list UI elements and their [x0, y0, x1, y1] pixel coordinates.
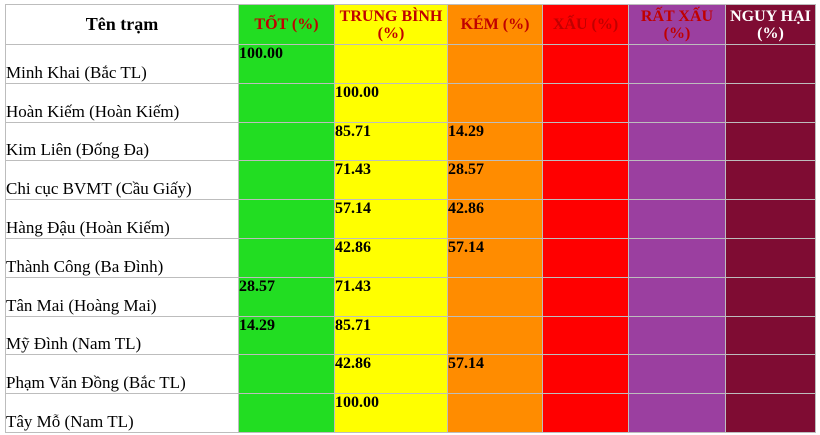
cell-very-bad	[628, 82, 726, 123]
cell-very-bad	[628, 393, 726, 433]
cell-hazardous	[725, 354, 816, 395]
cell-very-bad	[628, 237, 726, 278]
cell-medium: 71.43	[334, 276, 448, 317]
cell-good: 14.29	[238, 315, 335, 356]
cell-good	[238, 393, 335, 433]
cell-bad	[542, 276, 629, 317]
cell-poor	[447, 44, 543, 84]
header-poor: KÉM (%)	[447, 4, 543, 45]
cell-poor: 14.29	[447, 121, 543, 162]
header-hazardous: NGUY HẠI (%)	[725, 4, 816, 45]
station-name: Tây Mỗ (Nam TL)	[5, 393, 239, 433]
cell-poor	[447, 276, 543, 317]
cell-medium	[334, 44, 448, 84]
cell-good	[238, 199, 335, 239]
header-bad: XẤU (%)	[542, 4, 629, 45]
cell-very-bad	[628, 354, 726, 395]
table-row: Chi cục BVMT (Cầu Giấy) 71.43 28.57	[5, 160, 816, 201]
cell-medium: 85.71	[334, 121, 448, 162]
table-row: Hoàn Kiếm (Hoàn Kiếm) 100.00	[5, 82, 816, 123]
cell-very-bad	[628, 199, 726, 239]
station-name: Chi cục BVMT (Cầu Giấy)	[5, 160, 239, 201]
cell-poor: 28.57	[447, 160, 543, 201]
cell-hazardous	[725, 237, 816, 278]
table-row: Mỹ Đình (Nam TL) 14.29 85.71	[5, 315, 816, 356]
cell-poor	[447, 82, 543, 123]
cell-very-bad	[628, 315, 726, 356]
cell-very-bad	[628, 276, 726, 317]
station-name: Kim Liên (Đống Đa)	[5, 121, 239, 162]
cell-hazardous	[725, 160, 816, 201]
header-row: Tên trạm TỐT (%) TRUNG BÌNH (%) KÉM (%) …	[5, 4, 816, 45]
cell-good	[238, 82, 335, 123]
cell-bad	[542, 354, 629, 395]
table-row: Thành Công (Ba Đình) 42.86 57.14	[5, 237, 816, 278]
station-name: Hàng Đậu (Hoàn Kiếm)	[5, 199, 239, 239]
cell-medium: 85.71	[334, 315, 448, 356]
cell-medium: 100.00	[334, 393, 448, 433]
cell-good: 28.57	[238, 276, 335, 317]
table-body: Minh Khai (Bắc TL) 100.00 Hoàn Kiếm (Hoàn …	[5, 44, 816, 433]
cell-bad	[542, 82, 629, 123]
cell-hazardous	[725, 121, 816, 162]
cell-poor: 42.86	[447, 199, 543, 239]
cell-medium: 100.00	[334, 82, 448, 123]
cell-medium: 42.86	[334, 354, 448, 395]
cell-bad	[542, 160, 629, 201]
cell-good: 100.00	[238, 44, 335, 84]
cell-medium: 71.43	[334, 160, 448, 201]
cell-poor	[447, 393, 543, 433]
cell-hazardous	[725, 199, 816, 239]
cell-bad	[542, 237, 629, 278]
cell-poor: 57.14	[447, 354, 543, 395]
station-name: Phạm Văn Đồng (Bắc TL)	[5, 354, 239, 395]
cell-hazardous	[725, 393, 816, 433]
cell-very-bad	[628, 121, 726, 162]
table-row: Tây Mỗ (Nam TL) 100.00	[5, 393, 816, 433]
station-name: Minh Khai (Bắc TL)	[5, 44, 239, 84]
cell-good	[238, 237, 335, 278]
cell-poor: 57.14	[447, 237, 543, 278]
station-name: Hoàn Kiếm (Hoàn Kiếm)	[5, 82, 239, 123]
table-row: Kim Liên (Đống Đa) 85.71 14.29	[5, 121, 816, 162]
cell-hazardous	[725, 44, 816, 84]
header-medium: TRUNG BÌNH (%)	[334, 4, 448, 45]
cell-bad	[542, 121, 629, 162]
cell-bad	[542, 199, 629, 239]
table-row: Phạm Văn Đồng (Bắc TL) 42.86 57.14	[5, 354, 816, 395]
cell-very-bad	[628, 160, 726, 201]
station-name: Thành Công (Ba Đình)	[5, 237, 239, 278]
cell-hazardous	[725, 315, 816, 356]
cell-poor	[447, 315, 543, 356]
cell-bad	[542, 315, 629, 356]
table-row: Tân Mai (Hoàng Mai) 28.57 71.43	[5, 276, 816, 317]
header-very-bad: RẤT XẤU (%)	[628, 4, 726, 45]
cell-very-bad	[628, 44, 726, 84]
air-quality-table: Tên trạm TỐT (%) TRUNG BÌNH (%) KÉM (%) …	[5, 4, 816, 433]
cell-medium: 57.14	[334, 199, 448, 239]
cell-medium: 42.86	[334, 237, 448, 278]
cell-hazardous	[725, 276, 816, 317]
cell-hazardous	[725, 82, 816, 123]
header-station: Tên trạm	[5, 4, 239, 45]
station-name: Tân Mai (Hoàng Mai)	[5, 276, 239, 317]
cell-good	[238, 121, 335, 162]
station-name: Mỹ Đình (Nam TL)	[5, 315, 239, 356]
cell-good	[238, 354, 335, 395]
table-row: Hàng Đậu (Hoàn Kiếm) 57.14 42.86	[5, 199, 816, 239]
header-good: TỐT (%)	[238, 4, 335, 45]
cell-bad	[542, 393, 629, 433]
cell-good	[238, 160, 335, 201]
table-row: Minh Khai (Bắc TL) 100.00	[5, 44, 816, 84]
cell-bad	[542, 44, 629, 84]
